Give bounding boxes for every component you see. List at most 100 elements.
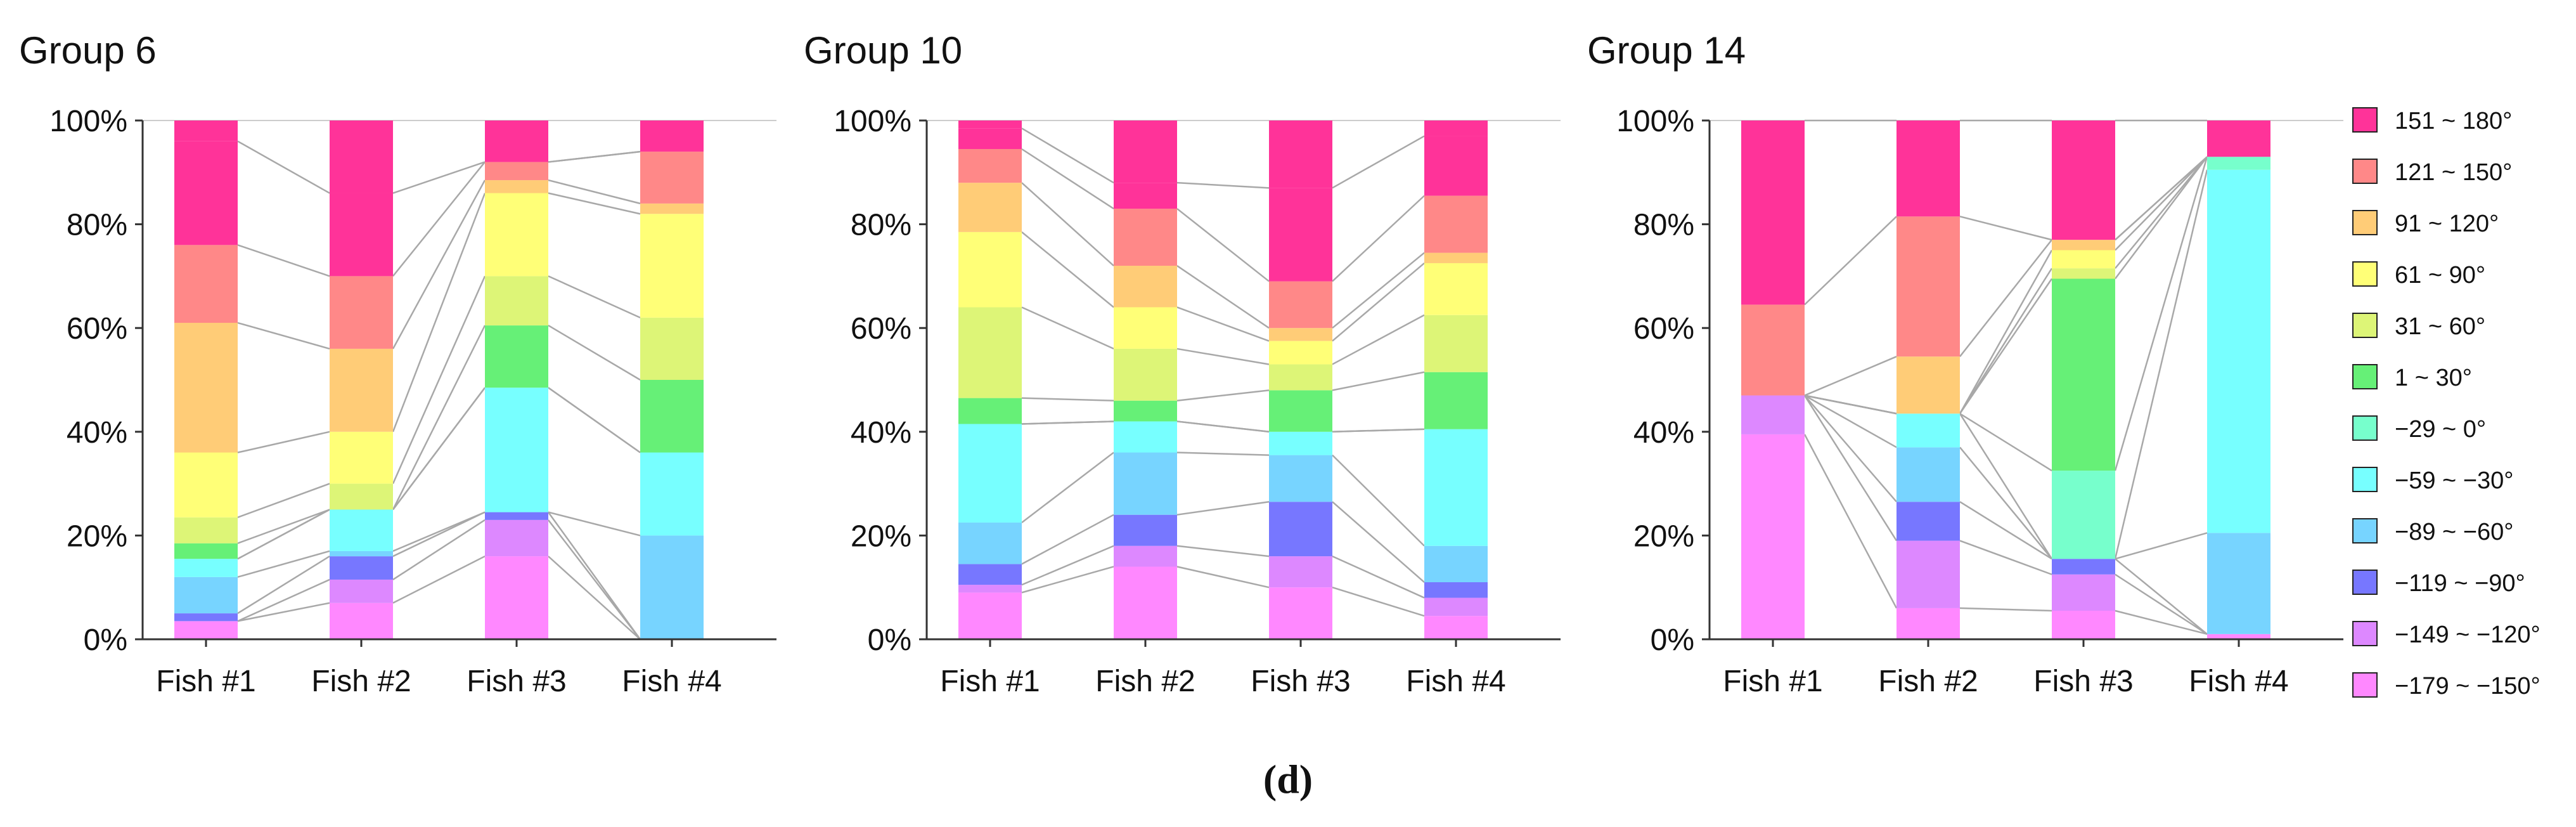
connector-line (392, 556, 486, 604)
bar-segment (1269, 556, 1332, 588)
bar-segment (1269, 120, 1332, 188)
bar-segment (174, 452, 238, 518)
connector-line (237, 556, 330, 615)
connector-line (2114, 169, 2208, 559)
connector-line (2115, 156, 2208, 280)
connector-line (392, 325, 486, 511)
connector-line (237, 431, 330, 453)
x-tick-label: Fish #4 (622, 665, 721, 698)
bar-segment (2052, 250, 2115, 269)
bar-segment (174, 613, 238, 622)
bar-segment (174, 323, 238, 453)
connector-line (548, 275, 641, 318)
connector-line (237, 509, 330, 560)
connector-line (1959, 249, 2053, 414)
connector-line (1021, 182, 1114, 266)
bar-segment (1424, 582, 1488, 598)
x-tick-label: Fish #4 (2189, 665, 2288, 698)
bar-segment (1269, 188, 1332, 282)
y-tick-label: 0% (1651, 623, 1694, 657)
bar-segment (1424, 372, 1488, 429)
legend-label: −29 ~ 0° (2395, 416, 2486, 443)
bar-segment (1741, 434, 1805, 639)
bar-segment (485, 162, 548, 181)
connector-line (1021, 397, 1114, 401)
bar-segment (1114, 266, 1177, 308)
connector-line (1021, 148, 1114, 210)
bar-segment (1114, 514, 1177, 546)
bar-segment (2207, 634, 2270, 639)
legend-label: 121 ~ 150° (2395, 159, 2512, 186)
bar-segment (958, 585, 1022, 593)
bar-segment (174, 543, 238, 559)
bar-segment (1269, 390, 1332, 432)
figure-label: (d) (1263, 757, 1313, 802)
connector-line (1176, 306, 1270, 342)
bar-segment (2207, 120, 2270, 157)
connector-line (1332, 135, 1425, 189)
bar-segment (640, 317, 704, 380)
x-tick-label: Fish #2 (311, 665, 411, 698)
bar-segment (1424, 597, 1488, 616)
y-tick-label: 20% (67, 519, 127, 553)
bar-segment (485, 556, 548, 639)
bar-segment (174, 120, 238, 141)
bar-segment (958, 120, 1022, 129)
bar-segment (958, 522, 1022, 564)
legend-label: −179 ~ −150° (2395, 673, 2541, 700)
connector-line (1959, 268, 2053, 414)
bar-segment (2052, 268, 2115, 279)
connector-line (1176, 389, 1270, 401)
bar-segment (1114, 452, 1177, 515)
bar-segment (2052, 240, 2115, 251)
connector-line (237, 509, 330, 544)
connector-line (1332, 195, 1425, 282)
connector-line (2115, 609, 2208, 635)
chart-title: Group 14 (1587, 29, 1746, 72)
connector-line (1804, 394, 1897, 415)
legend-swatch (2352, 313, 2378, 338)
bar-segment (1897, 413, 1960, 448)
connector-line (1021, 452, 1114, 523)
legend-swatch (2352, 518, 2378, 544)
legend-label: 151 ~ 180° (2395, 108, 2512, 134)
connector-line (392, 161, 486, 277)
bar-segment (1269, 587, 1332, 639)
legend-swatch (2352, 672, 2378, 698)
bar-segment (2207, 157, 2270, 170)
connector-line (548, 511, 641, 537)
x-tick-label: Fish #1 (1723, 665, 1822, 698)
connector-line (1332, 587, 1425, 617)
connector-line (2115, 573, 2208, 635)
legend-swatch (2352, 261, 2378, 287)
bar-segment (958, 307, 1022, 398)
connector-line (1021, 545, 1114, 586)
y-tick-label: 100% (1616, 105, 1694, 138)
bar-segment (958, 231, 1022, 308)
x-tick-label: Fish #4 (1406, 665, 1505, 698)
connector-line (2115, 156, 2208, 269)
legend-label: −149 ~ −120° (2395, 622, 2541, 648)
bar-segment (1897, 120, 1960, 217)
bar-segment (330, 602, 393, 639)
x-tick-label: Fish #1 (940, 665, 1040, 698)
chart-panel-1: Group 6 0% 20% 40% 60% 80% 100% Fish #1 Fish #2 F… (19, 29, 776, 698)
connector-line (1959, 501, 2052, 560)
connector-line (1959, 278, 2053, 414)
connector-line (1959, 540, 2052, 575)
connector-line (1021, 566, 1114, 594)
connector-line (1176, 208, 1270, 282)
bar-segment (1741, 395, 1805, 434)
connector-line (1332, 314, 1425, 365)
bar-segment (958, 564, 1022, 585)
connector-line (548, 387, 641, 453)
bar-segment (1424, 616, 1488, 639)
bar-segment (485, 387, 548, 512)
connector-line (1176, 348, 1270, 365)
connector-line (392, 161, 486, 194)
x-tick-label: Fish #1 (156, 665, 255, 698)
legend-label: −59 ~ −30° (2395, 467, 2513, 494)
connector-line (1959, 239, 2052, 357)
connector-line (1804, 394, 1897, 503)
